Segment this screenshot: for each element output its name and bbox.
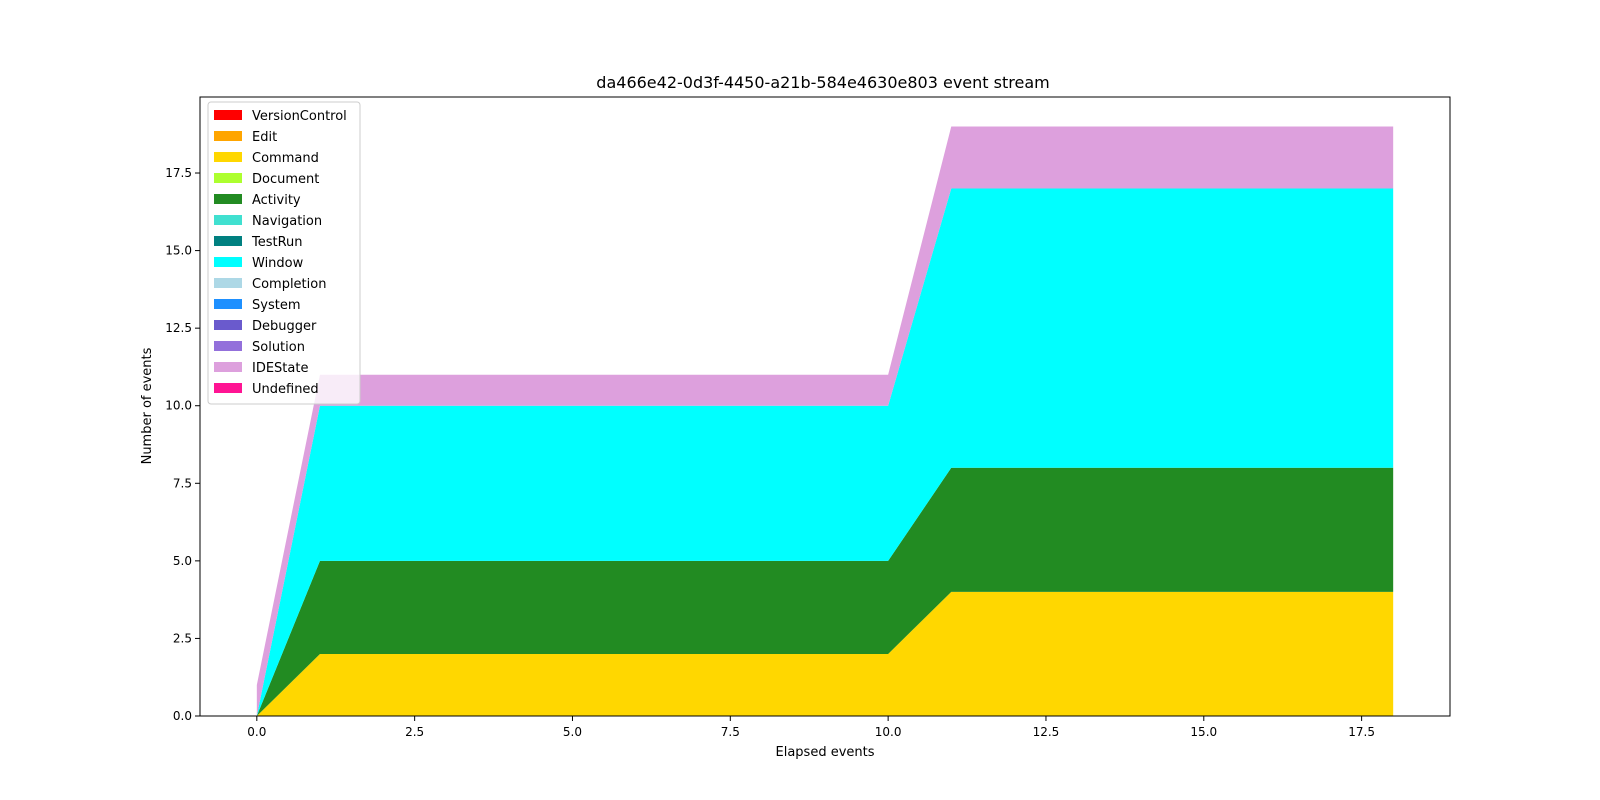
legend-swatch [214, 299, 242, 309]
legend-swatch [214, 152, 242, 162]
legend-item: Window [214, 256, 304, 271]
legend-label: Window [252, 256, 304, 271]
legend-label: Command [252, 151, 319, 166]
legend-swatch [214, 194, 242, 204]
y-tick-label: 5.0 [173, 554, 192, 568]
legend-item: Navigation [214, 214, 322, 229]
x-tick-label: 0.0 [247, 725, 266, 739]
x-tick-label: 17.5 [1348, 725, 1375, 739]
legend-swatch [214, 236, 242, 246]
x-tick-label: 5.0 [563, 725, 582, 739]
legend-label: Edit [252, 130, 277, 145]
y-tick-label: 2.5 [173, 631, 192, 645]
legend-swatch [214, 278, 242, 288]
y-tick-label: 17.5 [165, 166, 192, 180]
x-axis-label: Elapsed events [776, 745, 875, 760]
legend-item: Edit [214, 130, 277, 145]
legend: VersionControl Edit Command Document Activit… [207, 101, 361, 405]
area-activity [256, 467, 1394, 716]
legend-swatch [214, 110, 242, 120]
x-tick-label: 7.5 [721, 725, 740, 739]
x-tick-label: 10.0 [875, 725, 902, 739]
y-axis-ticks: 0.0 2.5 5.0 7.5 10.0 12.5 15.0 17.5 [165, 166, 200, 723]
legend-label: VersionControl [252, 109, 347, 124]
y-tick-label: 15.0 [165, 244, 192, 258]
legend-label: Debugger [252, 319, 317, 334]
legend-label: Activity [252, 193, 301, 208]
x-tick-label: 12.5 [1033, 725, 1060, 739]
legend-item: VersionControl [214, 109, 347, 124]
legend-item: Solution [214, 340, 305, 355]
legend-item: Debugger [214, 319, 317, 334]
x-axis-ticks: 0.0 2.5 5.0 7.5 10.0 12.5 15.0 17.5 [247, 716, 1375, 739]
legend-item: IDEState [214, 361, 308, 376]
y-axis-label: Number of events [140, 347, 155, 464]
legend-item: System [214, 298, 300, 313]
legend-swatch [214, 341, 242, 351]
legend-label: Solution [252, 340, 305, 355]
legend-swatch [214, 131, 242, 141]
legend-swatch [214, 362, 242, 372]
plot-frame [199, 96, 1451, 717]
legend-label: IDEState [252, 361, 308, 376]
legend-swatch [214, 215, 242, 225]
legend-label: Navigation [252, 214, 322, 229]
legend-item: Document [214, 172, 319, 187]
legend-item: Completion [214, 277, 326, 292]
y-tick-label: 12.5 [165, 321, 192, 335]
legend-swatch [214, 257, 242, 267]
chart-title: da466e42-0d3f-4450-a21b-584e4630e803 eve… [596, 73, 1049, 92]
legend-item: Activity [214, 193, 301, 208]
legend-label: System [252, 298, 300, 313]
legend-swatch [214, 383, 242, 393]
legend-label: Undefined [252, 382, 319, 397]
x-tick-label: 15.0 [1190, 725, 1217, 739]
y-tick-label: 0.0 [173, 709, 192, 723]
legend-swatch [214, 320, 242, 330]
stacked-areas [256, 126, 1394, 717]
legend-label: Document [252, 172, 319, 187]
area-idestate [256, 126, 1394, 717]
legend-box [207, 101, 361, 405]
area-command [256, 591, 1394, 716]
legend-item: TestRun [214, 235, 303, 250]
y-tick-label: 10.0 [165, 399, 192, 413]
legend-item: Command [214, 151, 319, 166]
legend-swatch [214, 173, 242, 183]
x-tick-label: 2.5 [405, 725, 424, 739]
legend-label: TestRun [251, 235, 303, 250]
legend-label: Completion [252, 277, 326, 292]
y-tick-label: 7.5 [173, 476, 192, 490]
legend-item: Undefined [214, 382, 319, 397]
area-window [256, 188, 1394, 716]
